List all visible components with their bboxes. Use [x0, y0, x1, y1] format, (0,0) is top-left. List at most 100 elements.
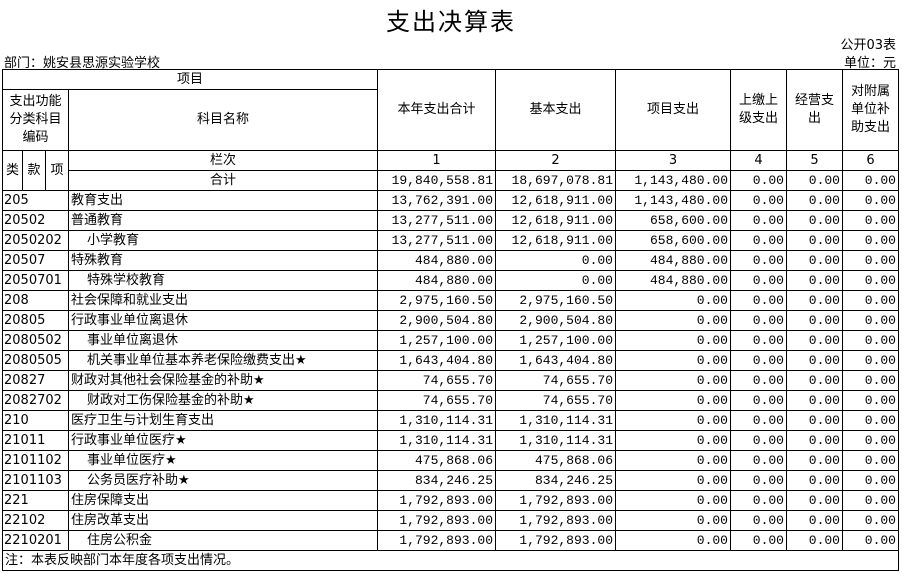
- row-value: 0.00: [615, 410, 731, 431]
- row-value: 2,975,160.50: [495, 290, 616, 311]
- row-value: 1,143,480.00: [615, 190, 731, 211]
- row-code: 20502: [2, 210, 69, 231]
- row-code: 2080505: [2, 350, 69, 371]
- total-value: 0.00: [730, 170, 787, 191]
- lei-header: 类: [2, 150, 23, 191]
- row-value: 0.00: [786, 530, 843, 551]
- row-value: 0.00: [786, 310, 843, 331]
- row-value: 0.00: [615, 290, 731, 311]
- row-value: 0.00: [842, 530, 899, 551]
- row-value: 0.00: [842, 290, 899, 311]
- row-value: 0.00: [842, 430, 899, 451]
- row-value: 484,880.00: [377, 270, 496, 291]
- row-value: 0.00: [842, 370, 899, 391]
- row-value: 0.00: [786, 470, 843, 491]
- row-value: 484,880.00: [377, 250, 496, 271]
- row-value: 0.00: [842, 270, 899, 291]
- row-value: 0.00: [730, 510, 787, 531]
- row-value: 0.00: [842, 350, 899, 371]
- row-name: 社会保障和就业支出: [68, 290, 378, 311]
- row-value: 1,310,114.31: [377, 430, 496, 451]
- row-name: 住房公积金: [68, 530, 378, 551]
- row-code: 2101103: [2, 470, 69, 491]
- row-value: 0.00: [730, 210, 787, 231]
- row-code: 21011: [2, 430, 69, 451]
- row-code: 2210201: [2, 530, 69, 551]
- row-value: 0.00: [786, 430, 843, 451]
- row-value: 12,618,911.00: [495, 230, 616, 251]
- col-number: 1: [377, 150, 496, 171]
- row-name: 财政对其他社会保险基金的补助★: [68, 370, 378, 391]
- table-row: 20507 特殊教育 484,880.00 0.00 484,880.00 0.00 0.0…: [2, 250, 899, 271]
- row-value: 1,257,100.00: [495, 330, 616, 351]
- row-value: 1,643,404.80: [377, 350, 496, 371]
- row-value: 13,277,511.00: [377, 210, 496, 231]
- row-code: 205: [2, 190, 69, 211]
- row-value: 0.00: [495, 270, 616, 291]
- col-header-2: 基本支出: [495, 69, 616, 151]
- table-row: 20827 财政对其他社会保险基金的补助★ 74,655.70 74,655.70 0.…: [2, 370, 899, 391]
- expenditure-table: 项目 本年支出合计 基本支出 项目支出 上缴上级支出 经营支出 对附属单位补助支…: [2, 69, 899, 571]
- row-name: 行政事业单位离退休: [68, 310, 378, 331]
- total-value: 0.00: [786, 170, 843, 191]
- table-row: 210 医疗卫生与计划生育支出 1,310,114.31 1,310,114.31 0.…: [2, 410, 899, 431]
- unit-label: 单位：元: [843, 56, 896, 71]
- row-name: 机关事业单位基本养老保险缴费支出★: [68, 350, 378, 371]
- total-value: 19,840,558.81: [377, 170, 496, 191]
- row-value: 0.00: [730, 250, 787, 271]
- table-row: 2082702 财政对工伤保险基金的补助★ 74,655.70 74,655.70 0.…: [2, 390, 899, 411]
- row-value: 2,900,504.80: [495, 310, 616, 331]
- table-row: 2080502 事业单位离退休 1,257,100.00 1,257,100.00 0.…: [2, 330, 899, 351]
- row-value: 74,655.70: [377, 370, 496, 391]
- row-value: 0.00: [615, 370, 731, 391]
- row-value: 0.00: [730, 370, 787, 391]
- table-row: 20502 普通教育 13,277,511.00 12,618,911.00 658,6…: [2, 210, 899, 231]
- row-name: 行政事业单位医疗★: [68, 430, 378, 451]
- row-value: 12,618,911.00: [495, 190, 616, 211]
- table-row: 221 住房保障支出 1,792,893.00 1,792,893.00 0.00 0.0…: [2, 490, 899, 511]
- row-value: 0.00: [786, 190, 843, 211]
- row-value: 0.00: [786, 330, 843, 351]
- note-row: 注：本表反映部门本年度各项支出情况。: [2, 550, 899, 571]
- row-value: 0.00: [842, 250, 899, 271]
- row-value: 0.00: [495, 250, 616, 271]
- row-value: 1,792,893.00: [495, 530, 616, 551]
- department-label: 部门：姚安县思源实验学校: [4, 56, 161, 71]
- row-value: 0.00: [786, 350, 843, 371]
- page-title: 支出决算表: [386, 8, 516, 36]
- xiang-header: 项: [45, 150, 69, 191]
- row-value: 0.00: [842, 230, 899, 251]
- row-code: 2101102: [2, 450, 69, 471]
- row-value: 1,792,893.00: [495, 510, 616, 531]
- row-value: 0.00: [842, 470, 899, 491]
- col-number: 3: [615, 150, 731, 171]
- row-code: 2080502: [2, 330, 69, 351]
- row-value: 1,792,893.00: [377, 530, 496, 551]
- row-value: 0.00: [615, 530, 731, 551]
- row-value: 2,975,160.50: [377, 290, 496, 311]
- row-name: 特殊教育: [68, 250, 378, 271]
- col-header-5: 经营支出: [786, 69, 843, 151]
- footnote: 注：本表反映部门本年度各项支出情况。: [2, 550, 899, 571]
- row-value: 0.00: [842, 210, 899, 231]
- total-row: 合计 19,840,558.81 18,697,078.81 1,143,480…: [3, 170, 899, 191]
- row-value: 0.00: [786, 270, 843, 291]
- total-value: 0.00: [842, 170, 899, 191]
- row-code: 22102: [2, 510, 69, 531]
- row-value: 0.00: [786, 390, 843, 411]
- row-value: 484,880.00: [615, 270, 731, 291]
- row-code: 20507: [2, 250, 69, 271]
- row-value: 0.00: [730, 330, 787, 351]
- row-value: 1,792,893.00: [377, 490, 496, 511]
- row-value: 0.00: [615, 510, 731, 531]
- table-row: 2210201 住房公积金 1,792,893.00 1,792,893.00 0.00…: [2, 530, 899, 551]
- row-value: 0.00: [615, 450, 731, 471]
- row-name: 医疗卫生与计划生育支出: [68, 410, 378, 431]
- table-row: 2101103 公务员医疗补助★ 834,246.25 834,246.25 0.00 0…: [2, 470, 899, 491]
- row-value: 0.00: [842, 390, 899, 411]
- row-value: 0.00: [730, 270, 787, 291]
- table-row: 2050202 小学教育 13,277,511.00 12,618,911.00 658…: [2, 230, 899, 251]
- row-code: 20805: [2, 310, 69, 331]
- table-row: 22102 住房改革支出 1,792,893.00 1,792,893.00 0.00 0…: [2, 510, 899, 531]
- item-header: 项目: [2, 69, 378, 90]
